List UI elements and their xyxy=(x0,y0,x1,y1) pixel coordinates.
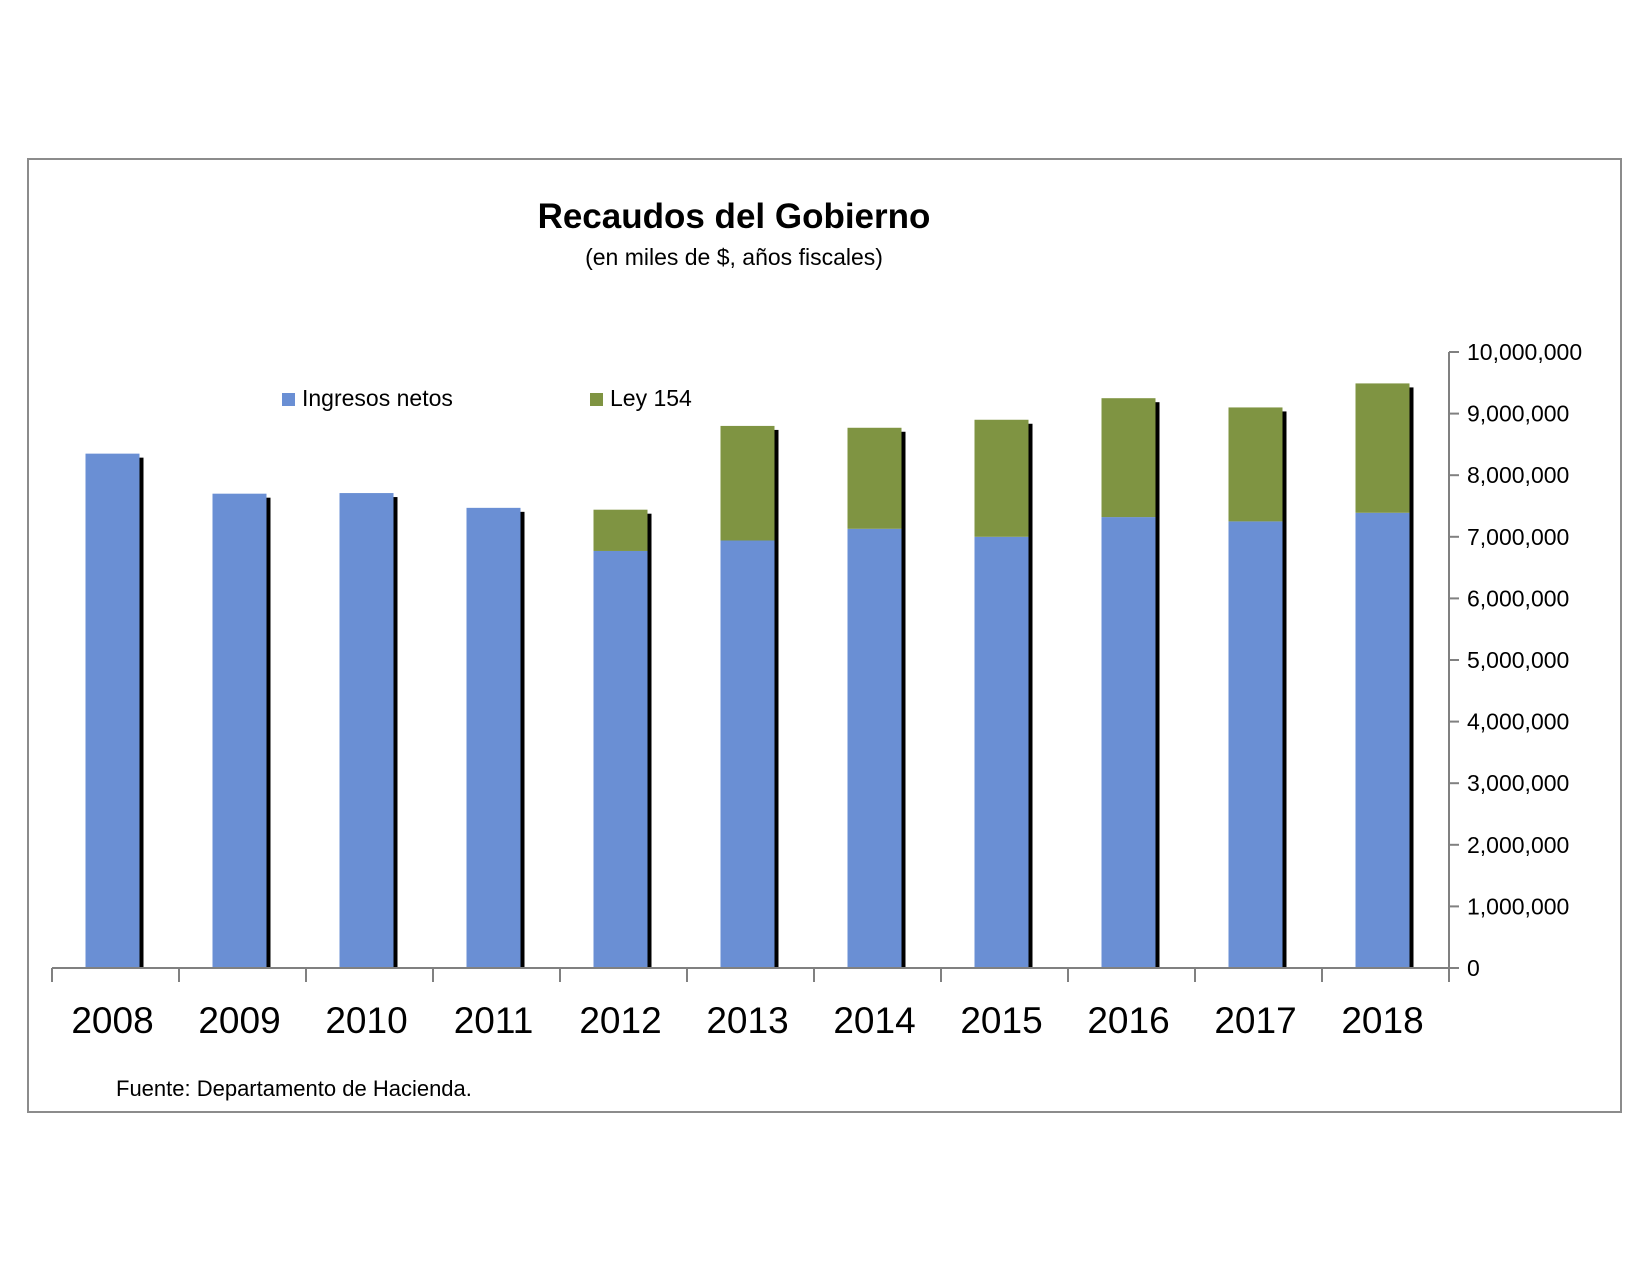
bar-ingresos-netos-2011 xyxy=(466,507,521,968)
bar-shadow-2008 xyxy=(139,457,144,968)
x-tick-label-2015: 2015 xyxy=(960,1000,1042,1041)
bar-shadow-2011 xyxy=(520,511,525,968)
bar-ingresos-netos-2014 xyxy=(847,528,902,968)
chart-title: Recaudos del Gobierno xyxy=(538,197,931,236)
bar-ingresos-netos-2018 xyxy=(1355,512,1410,968)
bar-ingresos-netos-2009 xyxy=(212,493,267,968)
bar-shadow-2013 xyxy=(774,429,779,968)
x-tick-label-2018: 2018 xyxy=(1341,1000,1423,1041)
bar-ley-154-2017 xyxy=(1228,407,1283,522)
bars xyxy=(85,383,1414,968)
bar-shadow-2010 xyxy=(393,497,398,968)
y-tick-label-5: 5,000,000 xyxy=(1467,647,1569,673)
y-tick-label-1: 1,000,000 xyxy=(1467,893,1569,919)
chart-frame: Recaudos del Gobierno (en miles de $, añ… xyxy=(27,158,1622,1113)
bar-shadow-2017 xyxy=(1282,411,1287,968)
legend-label-ingresos-netos: Ingresos netos xyxy=(302,385,453,411)
bar-ley-154-2013 xyxy=(720,425,775,541)
y-tick-label-9: 9,000,000 xyxy=(1467,401,1569,427)
bar-ingresos-netos-2016 xyxy=(1101,517,1156,968)
bar-ingresos-netos-2013 xyxy=(720,540,775,968)
y-tick-label-10: 10,000,000 xyxy=(1467,339,1582,365)
bar-ingresos-netos-2008 xyxy=(85,453,140,968)
axes: 2008 2009 2010 2011 2012 2013 2014 2015 2016 2017… xyxy=(51,339,1582,1041)
bar-shadow-2012 xyxy=(647,513,652,968)
y-tick-label-2: 2,000,000 xyxy=(1467,832,1569,858)
legend: Ingresos netos Ley 154 xyxy=(282,385,692,411)
x-tick-label-2014: 2014 xyxy=(833,1000,915,1041)
chart-svg: Recaudos del Gobierno (en miles de $, añ… xyxy=(51,197,1582,1101)
legend-label-ley-154: Ley 154 xyxy=(610,385,692,411)
bar-shadow-2016 xyxy=(1155,402,1160,968)
bar-ley-154-2016 xyxy=(1101,398,1156,518)
y-tick-label-4: 4,000,000 xyxy=(1467,709,1569,735)
bar-ley-154-2014 xyxy=(847,427,902,529)
source-note: Fuente: Departamento de Hacienda. xyxy=(116,1076,472,1101)
bar-ingresos-netos-2017 xyxy=(1228,521,1283,968)
bar-ley-154-2012 xyxy=(593,509,648,551)
x-tick-label-2011: 2011 xyxy=(454,1000,534,1041)
x-tick-label-2016: 2016 xyxy=(1087,1000,1169,1041)
legend-swatch-ingresos-netos xyxy=(282,393,295,406)
x-tick-label-2009: 2009 xyxy=(198,1000,280,1041)
x-tick-label-2008: 2008 xyxy=(71,1000,153,1041)
bar-ingresos-netos-2010 xyxy=(339,493,394,968)
x-tick-label-2010: 2010 xyxy=(325,1000,407,1041)
x-tick-label-2012: 2012 xyxy=(579,1000,661,1041)
y-tick-label-0: 0 xyxy=(1467,955,1480,981)
bar-ley-154-2015 xyxy=(974,419,1029,537)
bar-shadow-2018 xyxy=(1409,387,1414,968)
bar-ingresos-netos-2015 xyxy=(974,536,1029,968)
bar-shadow-2009 xyxy=(266,497,271,968)
legend-swatch-ley-154 xyxy=(590,393,603,406)
bar-shadow-2015 xyxy=(1028,423,1033,968)
bar-ley-154-2018 xyxy=(1355,383,1410,513)
bar-ingresos-netos-2012 xyxy=(593,550,648,968)
bar-shadow-2014 xyxy=(901,431,906,968)
y-tick-label-7: 7,000,000 xyxy=(1467,524,1569,550)
chart-subtitle: (en miles de $, años fiscales) xyxy=(585,244,883,270)
y-tick-label-8: 8,000,000 xyxy=(1467,462,1569,488)
x-tick-label-2013: 2013 xyxy=(706,1000,788,1041)
y-tick-label-3: 3,000,000 xyxy=(1467,770,1569,796)
y-tick-label-6: 6,000,000 xyxy=(1467,585,1569,611)
x-tick-label-2017: 2017 xyxy=(1214,1000,1296,1041)
